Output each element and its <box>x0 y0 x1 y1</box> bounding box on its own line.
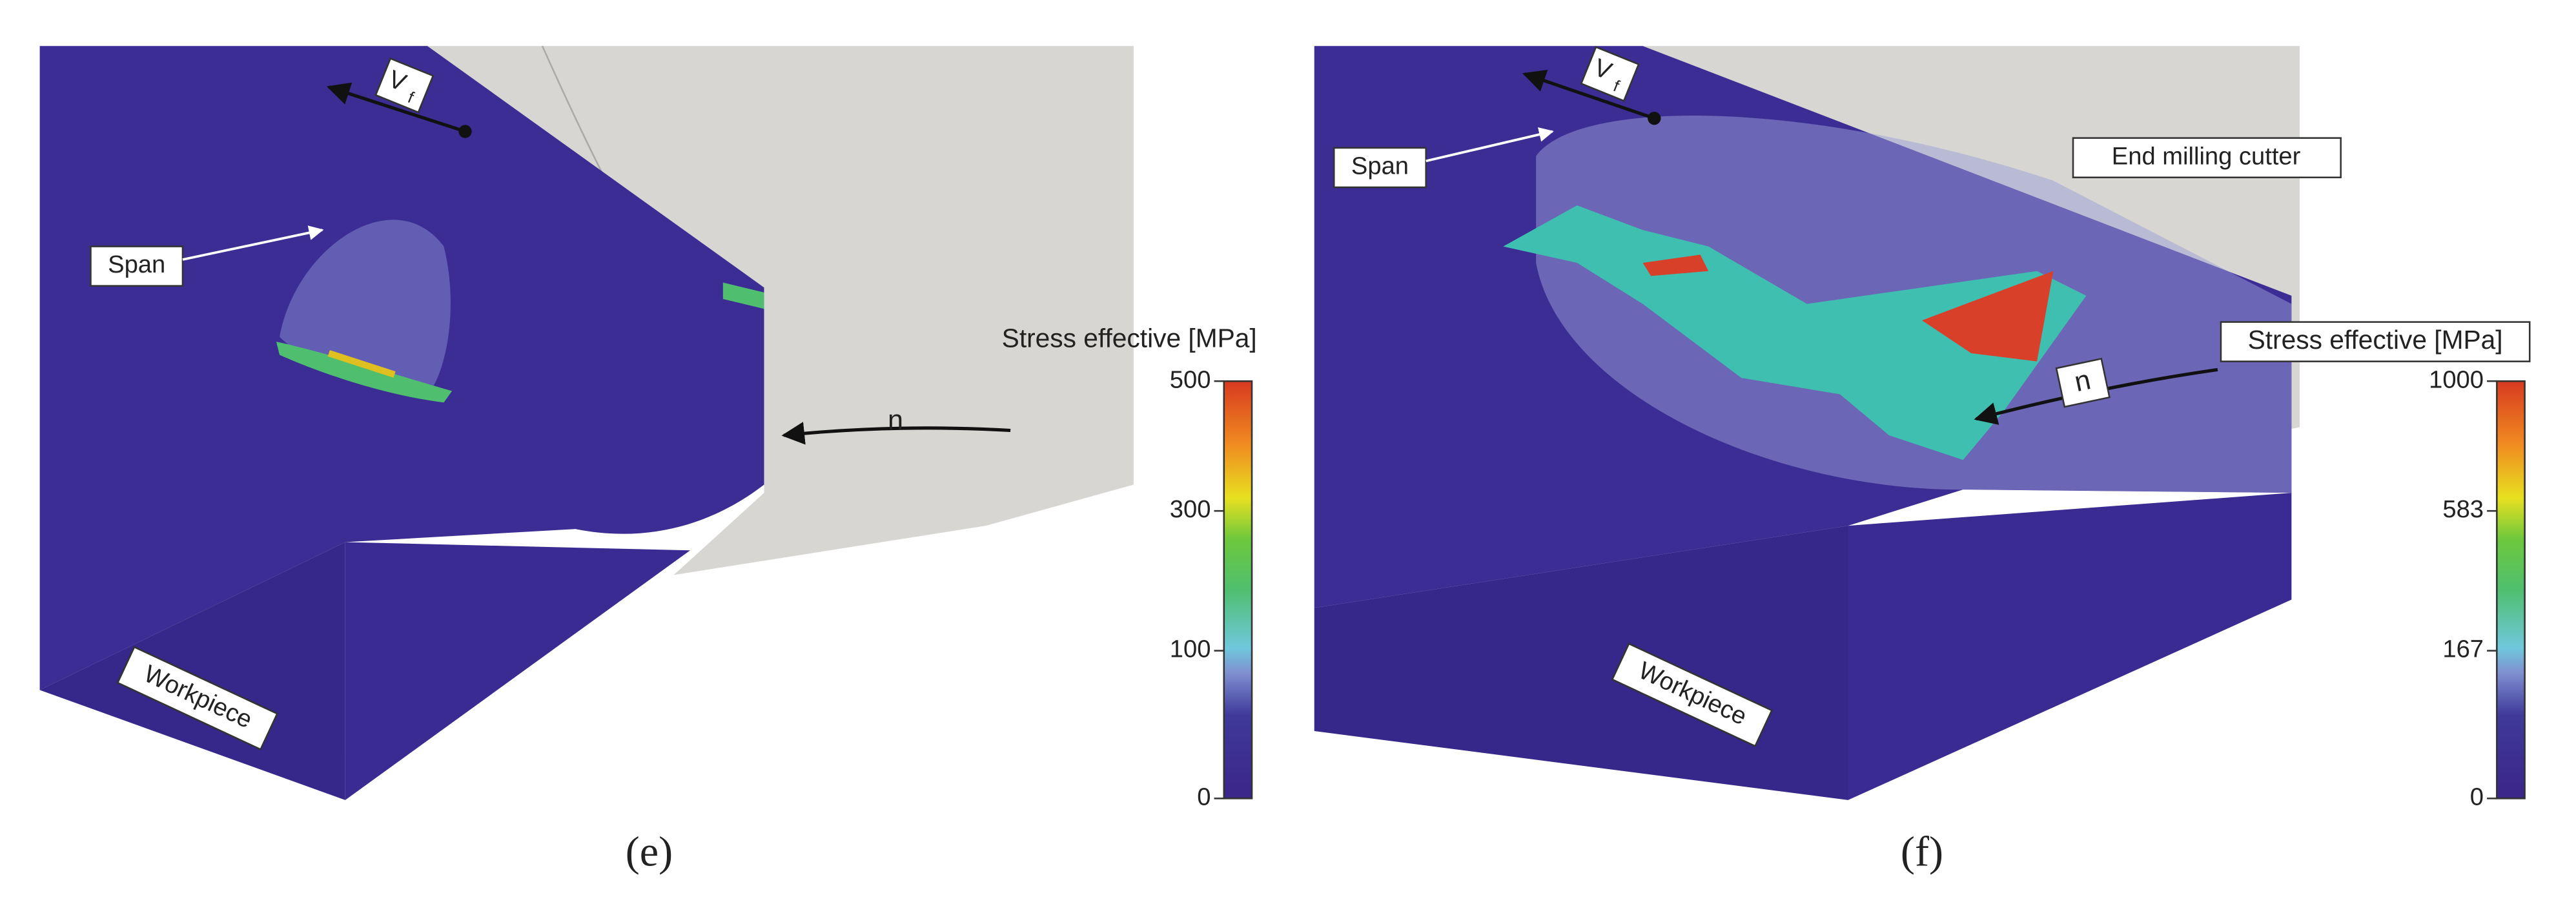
colorbar-tick-label: 583 <box>2442 495 2484 523</box>
stress-zone <box>722 282 764 309</box>
label-box <box>2220 321 2531 362</box>
colorbar <box>1223 380 1253 799</box>
cutter-label: End milling cutter <box>2112 142 2301 170</box>
panel-f: V f Span End milling cutter Workpiece n … <box>1314 46 2531 876</box>
label-box <box>374 57 434 114</box>
label-box <box>2055 357 2111 408</box>
workpiece-front <box>1848 493 2292 800</box>
colorbar-tick-label: 0 <box>1197 783 1211 810</box>
colorbar-tick-label: 100 <box>1170 635 1211 663</box>
caption: (e) <box>626 829 673 876</box>
colorbar-tick-label: 300 <box>1170 495 1211 523</box>
panel-e: V f Span Workpiece n Stress effective [M… <box>39 45 1257 876</box>
label-box <box>1580 46 1640 102</box>
stress-title: Stress effective [MPa] <box>1002 323 1257 353</box>
label-box <box>116 646 279 751</box>
feed-label: V f <box>374 57 434 114</box>
label-box <box>2072 137 2342 179</box>
label-box <box>1333 147 1427 189</box>
stress-zone-hot <box>1921 271 2054 362</box>
colorbar-tick-label: 167 <box>2442 635 2484 663</box>
span-label: Span <box>1351 152 1409 180</box>
stress-zone-hot <box>1642 254 1709 276</box>
cut-surface <box>280 220 451 395</box>
colorbar-tick-label: 0 <box>2470 783 2484 810</box>
feed-dot <box>458 125 472 138</box>
feed-label: V f <box>1580 46 1640 102</box>
feed-arrow <box>326 82 466 133</box>
rotation-arrow <box>781 422 1011 445</box>
workpiece-front <box>345 542 690 800</box>
label-box <box>90 245 184 287</box>
rotation-label: n <box>888 405 903 436</box>
colorbar-tick-label: 500 <box>1170 366 1211 393</box>
caption: (f) <box>1901 829 1943 876</box>
colorbar-tick-label: 1000 <box>2429 366 2484 393</box>
stress-zone-hot <box>327 350 396 378</box>
feed-arrow <box>1522 69 1655 120</box>
workpiece-side <box>1314 526 1848 800</box>
cutter <box>411 46 1134 575</box>
span-arrow <box>182 225 324 261</box>
rotation-box: n <box>2055 357 2111 408</box>
workpiece-side <box>39 542 345 800</box>
stress-title: Stress effective [MPa] <box>2248 325 2503 355</box>
stress-zone <box>276 342 453 403</box>
feed-dot <box>1648 111 1661 125</box>
label-box <box>1611 643 1774 748</box>
colorbar <box>2496 380 2526 799</box>
span-label: Span <box>108 251 165 278</box>
span-arrow <box>1426 127 1554 163</box>
